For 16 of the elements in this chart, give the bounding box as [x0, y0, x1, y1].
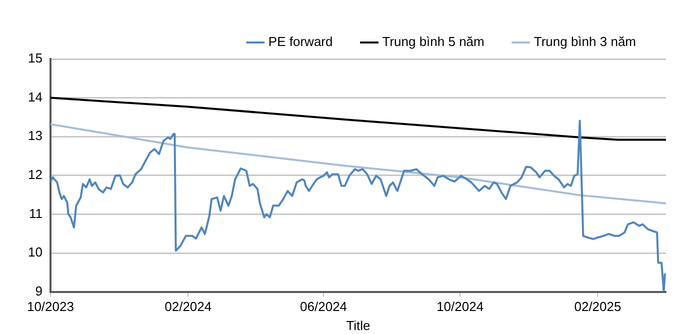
x-axis-title: Title	[346, 318, 370, 333]
y-tick-label: 9	[35, 283, 42, 298]
y-tick-label: 11	[28, 206, 42, 221]
y-tick-label: 15	[28, 50, 42, 66]
y-tick-label: 13	[28, 128, 42, 144]
legend-label: Trung bình 3 năm	[534, 34, 636, 50]
x-tick-label: 02/2025	[574, 299, 622, 314]
legend-label: PE forward	[268, 34, 333, 50]
legend-label: Trung bình 5 năm	[382, 34, 484, 50]
y-tick-label: 12	[28, 166, 42, 182]
y-tick-label: 14	[28, 89, 42, 104]
x-tick-label: 10/2023	[26, 299, 74, 314]
y-tick-label: 10	[28, 244, 42, 260]
x-tick-label: 06/2024	[300, 299, 348, 314]
x-tick-label: 02/2024	[164, 299, 212, 314]
x-tick-label: 10/2024	[436, 299, 484, 314]
